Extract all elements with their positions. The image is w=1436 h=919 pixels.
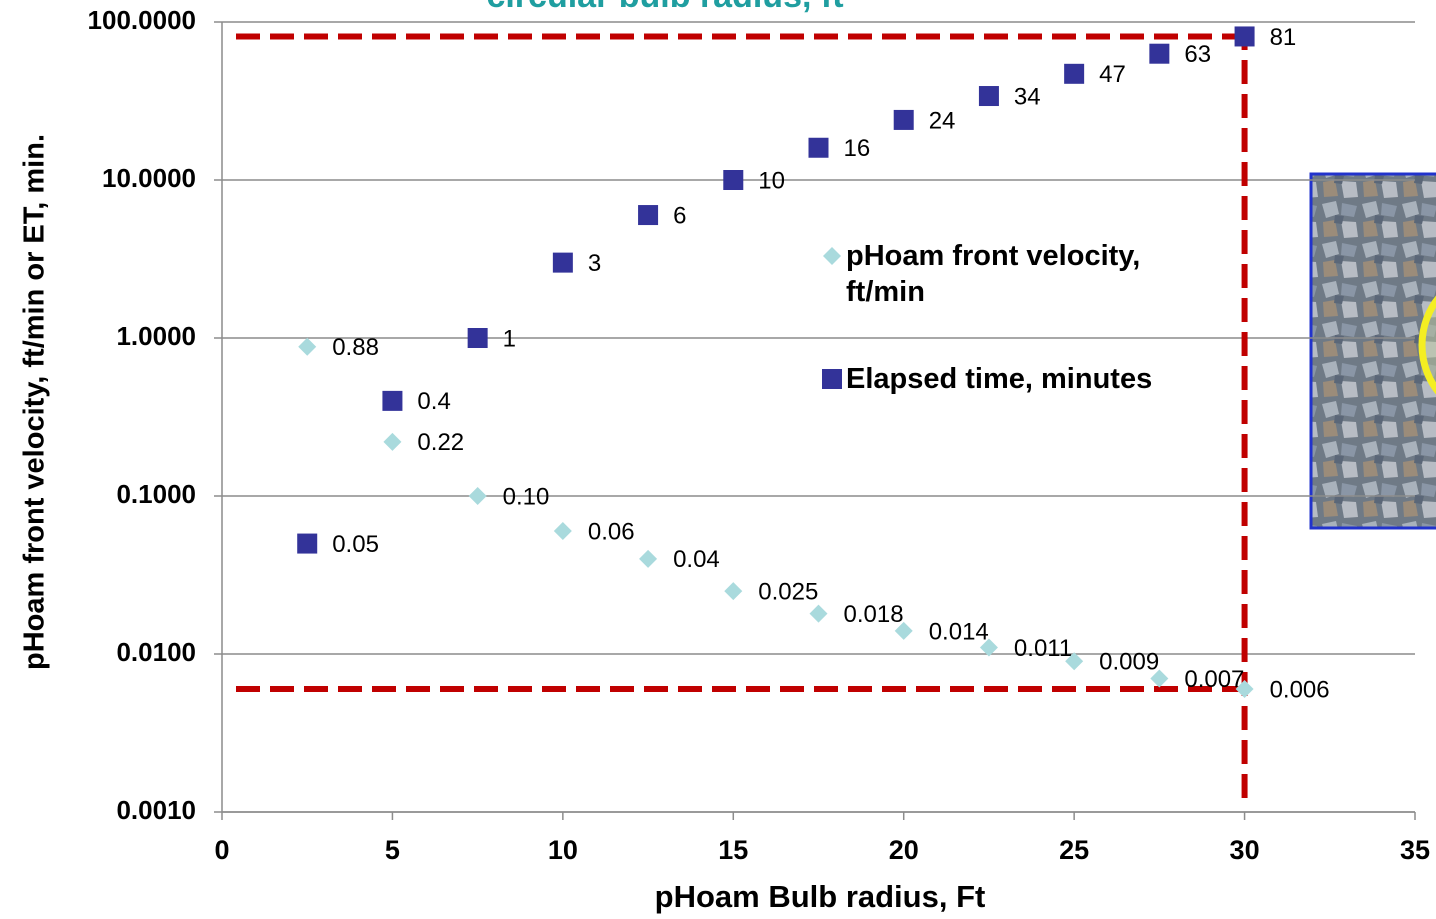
legend-label: Elapsed time, minutes	[846, 363, 1153, 395]
diamond-marker	[1235, 680, 1254, 699]
data-label: 16	[844, 135, 871, 162]
y-tick-label: 10.0000	[102, 163, 196, 193]
x-tick-label: 30	[1230, 835, 1260, 865]
data-label: 81	[1270, 24, 1297, 51]
data-label: 47	[1099, 61, 1126, 88]
data-label: 24	[929, 107, 956, 134]
legend-label: pHoam front velocity, ft/min	[846, 240, 1141, 308]
chart-title: circular bulb radius, ft	[486, 0, 843, 15]
diamond-marker	[553, 522, 572, 541]
x-tick-label: 0	[214, 835, 229, 865]
legend-entry: Elapsed time, minutes	[820, 361, 1176, 397]
data-label: 0.22	[417, 429, 464, 456]
y-tick-label: 0.0010	[116, 795, 196, 825]
data-label: 0.4	[417, 388, 450, 415]
y-tick-label: 0.1000	[116, 479, 196, 509]
data-label: 0.05	[332, 531, 379, 558]
x-tick-label: 20	[889, 835, 919, 865]
data-label: 0.011	[1014, 635, 1072, 662]
square-marker	[552, 252, 573, 273]
data-label: 0.10	[503, 483, 550, 510]
x-axis-label: pHoam Bulb radius, Ft	[655, 879, 986, 914]
square-marker	[723, 170, 744, 190]
diamond-marker	[724, 582, 743, 601]
data-label: 0.04	[673, 546, 720, 573]
square-marker	[1149, 43, 1170, 64]
x-tick-label: 5	[385, 835, 400, 865]
diamond-marker	[639, 549, 658, 568]
data-label: 63	[1184, 41, 1211, 68]
data-label: 0.006	[1270, 676, 1330, 703]
data-label: 34	[1014, 83, 1041, 110]
x-tick-label: 15	[718, 835, 748, 865]
data-label: 0.025	[758, 578, 818, 605]
diamond-marker	[979, 638, 998, 657]
square-marker	[978, 86, 999, 107]
square-marker	[893, 109, 914, 130]
square-marker	[467, 328, 488, 348]
data-label: 3	[588, 250, 601, 277]
diamond-marker	[468, 487, 487, 505]
data-label: 0.018	[844, 601, 904, 628]
square-marker	[1234, 26, 1255, 47]
diamond-marker	[823, 247, 841, 265]
diamond-marker	[298, 337, 317, 356]
square-marker	[297, 533, 318, 554]
legend-swatch	[823, 247, 841, 265]
gravel-photo	[1309, 172, 1436, 530]
y-tick-label: 1.0000	[116, 321, 196, 351]
data-label: 0.007	[1184, 666, 1244, 693]
data-label: 0.014	[929, 618, 989, 645]
data-label: 6	[673, 202, 686, 229]
diamond-marker	[809, 604, 828, 623]
x-tick-label: 25	[1059, 835, 1089, 865]
square-marker	[808, 137, 829, 158]
diamond-marker	[1150, 669, 1169, 688]
y-tick-label: 100.0000	[88, 5, 196, 35]
diamond-marker	[1065, 652, 1084, 671]
data-label: 1	[503, 325, 516, 352]
square-marker	[382, 390, 403, 411]
square-marker	[822, 369, 842, 389]
data-label: 10	[758, 167, 785, 194]
square-marker	[638, 205, 659, 226]
y-axis-label: pHoam front velocity, ft/min or ET, min.	[19, 134, 51, 670]
legend-entry: pHoam front velocity, ft/min	[820, 238, 1176, 310]
data-label: 0.88	[332, 334, 379, 361]
data-label: 0.06	[588, 518, 635, 545]
x-tick-label: 35	[1400, 835, 1430, 865]
diamond-marker	[894, 621, 913, 640]
data-label: 0.009	[1099, 649, 1159, 676]
diamond-marker	[383, 432, 402, 451]
square-marker	[1064, 63, 1085, 84]
legend-swatch	[822, 369, 842, 389]
x-tick-label: 10	[548, 835, 578, 865]
y-tick-label: 0.0100	[116, 637, 196, 667]
